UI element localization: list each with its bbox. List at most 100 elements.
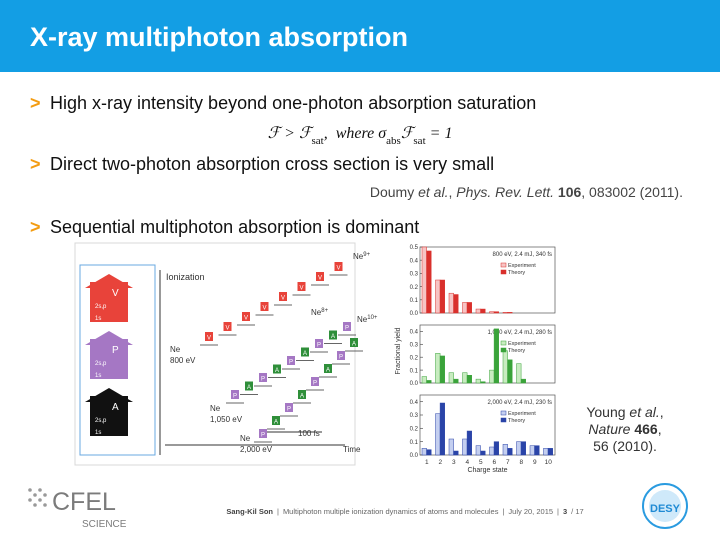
step-letter: P (317, 343, 321, 349)
step-box (334, 262, 343, 271)
y-tick-label: 0.3 (410, 413, 419, 419)
y-tick-label: 0.4 (410, 330, 419, 336)
start-energy: 800 eV (170, 356, 196, 365)
formula-part: ℱ (401, 125, 417, 142)
bar (475, 445, 481, 456)
bar (426, 380, 432, 384)
ion-label: Ne10+ (357, 315, 378, 324)
step-box (343, 322, 351, 331)
level-arrow (85, 331, 133, 345)
footer-run: Sang-Kil Son (226, 507, 273, 516)
logo-subtext: SCIENCE (82, 519, 127, 530)
step-letter: A (352, 342, 356, 348)
y-tick-label: 0.3 (410, 272, 419, 278)
level-letter: A (112, 402, 119, 413)
bar (480, 381, 486, 384)
desy-text: DESY (650, 503, 681, 515)
x-tick-label: 7 (506, 459, 510, 466)
bullet-text: High x-ray intensity beyond one-photon a… (50, 93, 536, 113)
legend-swatch (500, 269, 507, 275)
duration-label: 100 fs (298, 429, 320, 438)
logo-dot (43, 503, 47, 507)
ion-label: Ne8+ (311, 308, 329, 317)
step-letter: P (289, 360, 293, 366)
y-tick-label: 0.4 (410, 258, 419, 264)
bar (421, 376, 427, 384)
axis-label: Ionization (166, 272, 205, 282)
legend-swatch (500, 262, 507, 268)
step-box (285, 403, 293, 412)
step-box (272, 416, 280, 425)
desy-core (649, 490, 681, 522)
level-arrow (85, 274, 133, 288)
legend-label: Experiment (508, 411, 536, 417)
ion-base: Ne (353, 252, 364, 261)
bar (453, 378, 459, 384)
bar (516, 441, 522, 456)
bar (448, 292, 454, 314)
legend-label: Experiment (508, 341, 536, 347)
bar (480, 450, 486, 456)
citation: 56 (2010). (593, 438, 657, 454)
y-tick-label: 0.5 (410, 245, 419, 251)
footer-run: | (502, 507, 504, 516)
footer-text: Sang-Kil Son | Multiphoton multiple ioniza… (226, 507, 583, 516)
x-tick-label: 5 (479, 459, 483, 466)
bar (466, 375, 472, 384)
legend-swatch (500, 347, 507, 353)
bar (493, 441, 499, 456)
x-axis-label: Charge state (467, 467, 507, 474)
text-run: Nature (588, 421, 630, 437)
citation: Doumy et al., Phys. Rev. Lett. 106, 0830… (370, 184, 683, 200)
level-arrow (85, 388, 133, 402)
y-axis-label: Fractional yield (395, 327, 402, 374)
step-box (315, 339, 323, 348)
panel-title: 2,000 eV, 2.4 mJ, 230 fs (488, 400, 553, 406)
step-letter: P (345, 326, 349, 332)
step-letter: A (300, 394, 304, 400)
bullet-text: Direct two-photon absorption cross secti… (50, 154, 494, 174)
bar (475, 378, 481, 384)
level-box (90, 339, 128, 379)
text-run: Young (586, 404, 629, 420)
step-letter: P (313, 381, 317, 387)
bar (421, 448, 427, 456)
formula-part: abs (386, 135, 401, 147)
step-letter: A (326, 368, 330, 374)
text-run: , 083002 (2011). (581, 184, 683, 200)
step-letter: V (299, 286, 303, 292)
bar (421, 246, 427, 314)
start-energy: 2,000 eV (240, 445, 273, 454)
bar (462, 302, 468, 314)
bar (489, 446, 495, 456)
y-tick-label: 0.1 (410, 440, 419, 446)
bar (502, 312, 508, 314)
step-letter: V (225, 326, 229, 332)
start-ion: Ne (240, 434, 251, 443)
formula-part: sat (413, 135, 425, 147)
bar (502, 444, 508, 456)
bar (448, 438, 454, 456)
footer-run: | (277, 507, 279, 516)
step-box (311, 377, 319, 386)
logo-dot (33, 503, 37, 507)
step-box (231, 390, 239, 399)
legend-swatch (500, 410, 507, 416)
ion-charge: 9+ (363, 252, 370, 258)
bar (462, 372, 468, 384)
y-tick-label: 0.0 (410, 381, 419, 387)
bullet-marker: > (30, 93, 41, 113)
level-letter: V (112, 288, 119, 299)
legend-label: Theory (508, 418, 525, 424)
step-letter: A (331, 334, 335, 340)
step-letter: A (275, 368, 279, 374)
ion-label: Ne9+ (353, 252, 371, 261)
bar (466, 430, 472, 456)
step-letter: V (318, 276, 322, 282)
x-tick-label: 9 (533, 459, 537, 466)
text-run: , (660, 404, 664, 420)
y-tick-label: 0.4 (410, 400, 419, 406)
logo-dot (28, 488, 32, 492)
logo-dot (33, 493, 37, 497)
y-tick-label: 0.2 (410, 285, 419, 291)
